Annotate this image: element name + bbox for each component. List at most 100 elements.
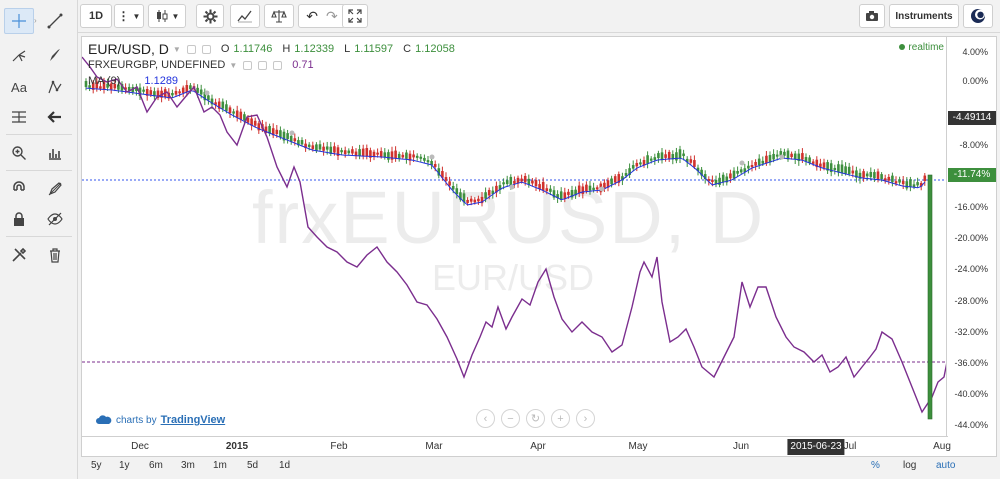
brand-name[interactable]: TradingView (160, 414, 226, 426)
ma-marker (204, 90, 210, 96)
settings-mini-icon[interactable] (201, 44, 211, 54)
undo-icon[interactable]: ↶ (306, 7, 318, 24)
candle (664, 154, 667, 158)
candle (361, 148, 365, 157)
candle (585, 184, 588, 192)
y-tick-label: -40.00% (954, 389, 988, 399)
status-dot-icon (899, 44, 906, 50)
instruments-button[interactable]: Instruments (889, 4, 959, 28)
candle (358, 149, 361, 156)
x-tick-label: May (628, 441, 648, 452)
candle (786, 150, 790, 160)
tools-icon[interactable] (4, 242, 34, 268)
pitchfork-icon[interactable] (4, 42, 34, 68)
x-tick-label: Feb (330, 441, 348, 452)
text-tool-icon[interactable]: Aa (11, 79, 27, 95)
percent-scale-toggle[interactable]: % (871, 460, 880, 471)
ma-legend[interactable]: MA (9) 1.1289 (88, 73, 455, 89)
range-1y[interactable]: 1y (119, 460, 130, 471)
candle (804, 157, 808, 162)
settings-mini-icon[interactable] (258, 60, 268, 70)
chevron-down-icon[interactable]: ▼ (229, 60, 238, 70)
candle (538, 184, 541, 189)
candle (923, 175, 927, 182)
compare-button[interactable] (264, 4, 294, 28)
trash-icon[interactable] (40, 242, 70, 268)
crosshair-icon[interactable] (4, 8, 34, 34)
candle (325, 146, 329, 150)
x-tick-label: Jun (732, 441, 750, 452)
remove-icon[interactable] (273, 60, 283, 70)
zoom-in-icon[interactable]: + (551, 409, 570, 428)
stay-in-drawing-icon[interactable] (40, 176, 70, 202)
price-plot[interactable] (82, 37, 948, 437)
candle (181, 87, 185, 93)
cloud-icon (96, 415, 112, 424)
visibility-icon[interactable] (243, 60, 253, 70)
range-5d[interactable]: 5d (247, 460, 259, 471)
trend-line-icon[interactable] (40, 8, 70, 34)
candle (127, 86, 131, 92)
chart-type-button[interactable]: ▼ (148, 4, 186, 28)
range-1m[interactable]: 1m (213, 460, 227, 471)
candle (603, 182, 606, 190)
back-arrow-icon[interactable] (40, 104, 70, 130)
scroll-left-icon[interactable]: ‹ (476, 409, 495, 428)
fib-retracement-icon[interactable] (4, 104, 34, 130)
tradingview-branding[interactable]: charts by TradingView (96, 414, 225, 426)
candle (783, 151, 786, 156)
candle (228, 107, 232, 114)
candle (477, 198, 480, 202)
interval-menu-button[interactable]: ⋮ ▼ (114, 4, 144, 28)
fullscreen-button[interactable] (342, 4, 368, 28)
range-1d[interactable]: 1d (279, 460, 291, 471)
lock-icon[interactable] (4, 206, 34, 232)
compare-series-line (82, 56, 948, 414)
candle (117, 84, 120, 90)
expand-arrow-icon[interactable]: › (34, 16, 37, 25)
zoom-icon[interactable] (4, 140, 34, 166)
candle (765, 155, 768, 164)
candle (793, 153, 797, 160)
hide-drawings-icon[interactable] (40, 206, 70, 232)
candle (455, 188, 459, 195)
candle (707, 179, 711, 182)
range-3m[interactable]: 3m (181, 460, 195, 471)
settings-button[interactable] (196, 4, 224, 28)
theme-button[interactable] (963, 4, 993, 28)
candle (826, 162, 829, 171)
snapshot-button[interactable] (859, 4, 885, 28)
magnet-icon[interactable] (4, 176, 34, 202)
zoom-out-icon[interactable]: − (501, 409, 520, 428)
chevron-down-icon[interactable]: ▼ (172, 44, 181, 54)
main-series-legend[interactable]: EUR/USD, D ▼ O 1.11746 H 1.12339 L 1.115… (88, 41, 455, 57)
time-axis[interactable]: Dec 2015 Feb Mar Apr May Jun Jul Aug 2015-06-23 (82, 436, 951, 456)
compare-series-legend[interactable]: FRXEURGBP, UNDEFINED ▼ 0.71 (88, 57, 455, 73)
ma-marker (599, 186, 605, 192)
range-6m[interactable]: 6m (149, 460, 163, 471)
brush-icon[interactable] (40, 42, 70, 68)
candle (912, 184, 916, 188)
chart-pane[interactable]: frxEURUSD, D EUR/USD EUR/USD, D ▼ O 1.11… (81, 36, 997, 457)
candle (473, 199, 477, 203)
log-scale-toggle[interactable]: log (903, 460, 917, 471)
price-axis[interactable]: 4.00%0.00%-8.00%-12.00%-16.00%-20.00%-24… (946, 37, 996, 437)
visibility-icon[interactable] (186, 44, 196, 54)
candle (581, 186, 585, 194)
candle (747, 165, 750, 169)
measure-icon[interactable] (40, 140, 70, 166)
interval-button[interactable]: 1D (80, 4, 112, 28)
scroll-right-icon[interactable]: › (576, 409, 595, 428)
candle (142, 89, 145, 92)
candle (340, 150, 343, 153)
candle (714, 179, 718, 185)
auto-scale-toggle[interactable]: auto (936, 460, 956, 471)
candle (646, 155, 649, 164)
indicators-button[interactable] (230, 4, 260, 28)
pattern-icon[interactable] (40, 74, 70, 100)
range-5y[interactable]: 5y (91, 460, 102, 471)
low-value: 1.11597 (354, 43, 394, 55)
redo-icon[interactable]: ↷ (326, 7, 338, 24)
reset-icon[interactable]: ↻ (526, 409, 545, 428)
candle (606, 180, 610, 188)
